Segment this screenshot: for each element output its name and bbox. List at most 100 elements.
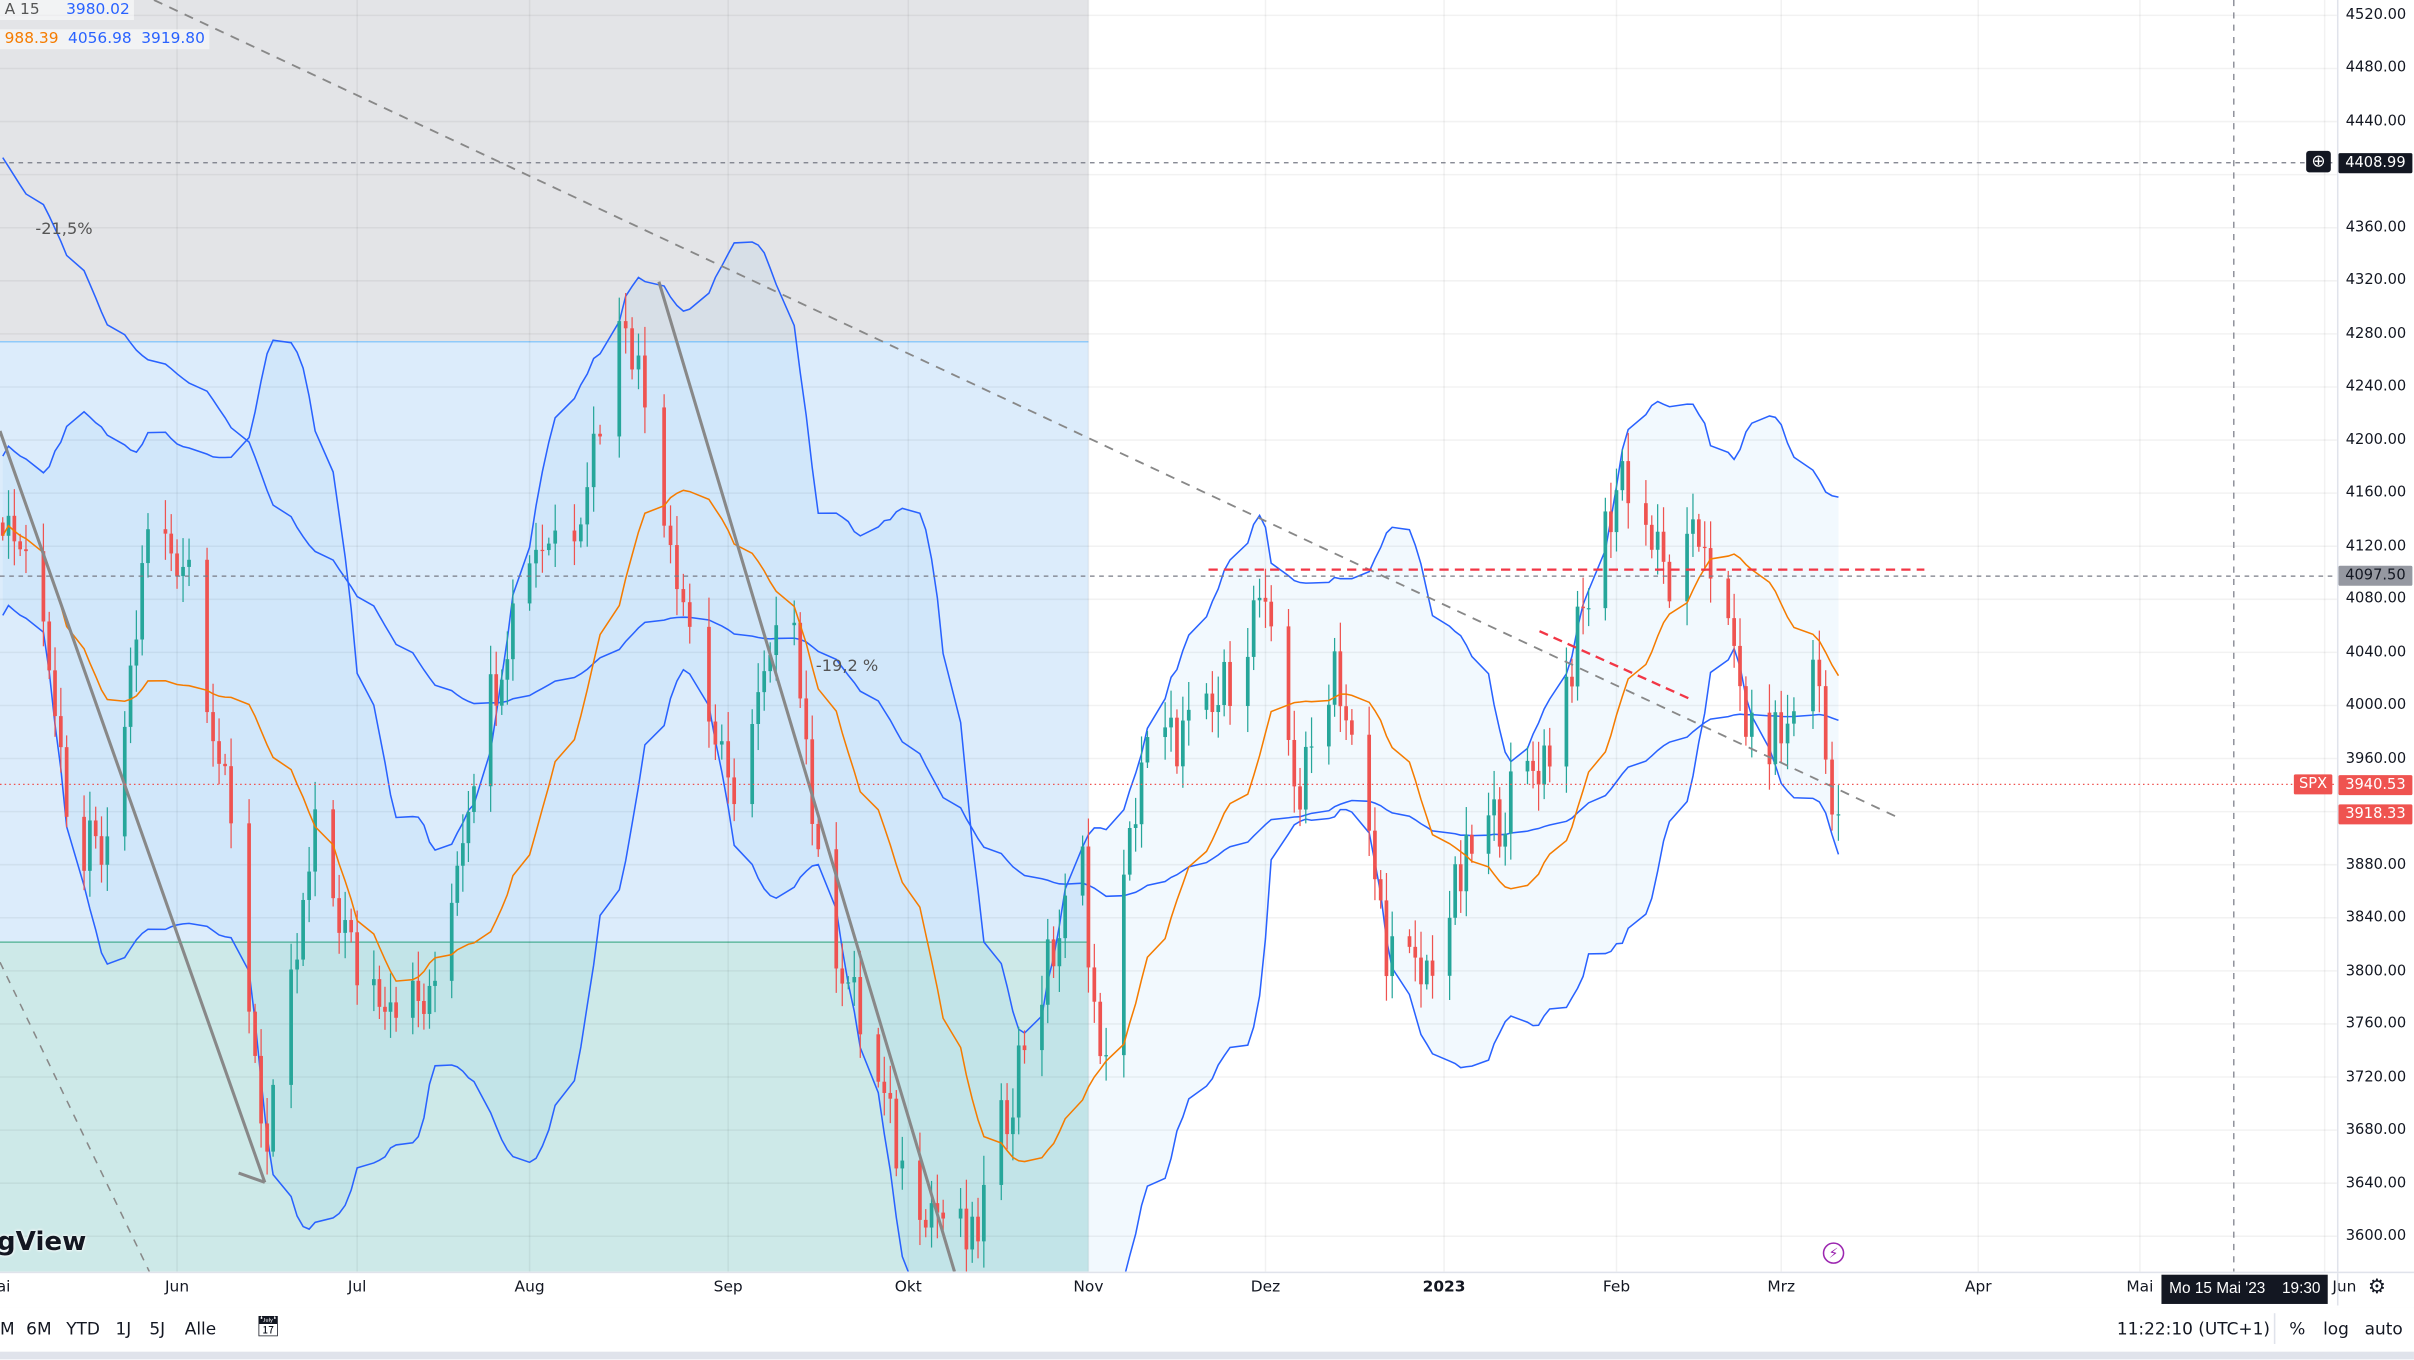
time-tick: Apr: [1964, 1279, 1992, 1297]
clock-timezone[interactable]: 11:22:10 (UTC+1): [2116, 1319, 2271, 1340]
candle-body: [578, 524, 583, 542]
candle-body: [900, 1160, 905, 1169]
candle-body: [1139, 762, 1144, 825]
candle-body: [804, 698, 809, 740]
candle-body: [546, 543, 551, 551]
annotation-drop-1[interactable]: -21,5%: [35, 220, 93, 239]
legend-row-1: A 15 3980.02: [0, 0, 135, 21]
candle-body: [416, 980, 421, 1001]
candle-body: [1508, 771, 1513, 834]
auto-toggle[interactable]: auto: [2364, 1319, 2403, 1340]
candle-body: [466, 811, 471, 844]
candle-body: [140, 563, 145, 640]
candle-body: [1011, 1117, 1015, 1135]
candle-body: [668, 525, 673, 546]
range-button-1j[interactable]: 1J: [115, 1319, 132, 1340]
candle-body: [643, 355, 647, 408]
candle-body: [181, 566, 185, 577]
candle-body: [852, 977, 857, 983]
candle-body: [1186, 709, 1191, 721]
candle-body: [427, 985, 432, 1014]
candle-body: [47, 621, 52, 671]
candle-body: [422, 1000, 426, 1014]
log-toggle[interactable]: log: [2323, 1319, 2349, 1340]
candle-body: [1216, 705, 1221, 713]
candle-body: [1525, 760, 1530, 772]
price-tick: 3880.00: [2345, 856, 2407, 874]
trendline-drop-1: [0, 430, 267, 1183]
price-tick: 3800.00: [2345, 962, 2407, 980]
candle-body: [598, 433, 602, 437]
candle-body: [1620, 461, 1625, 491]
range-button-5j[interactable]: 5J: [149, 1319, 166, 1340]
time-tick: Nov: [1073, 1279, 1104, 1297]
time-tick: Okt: [894, 1279, 922, 1297]
candle-body: [1338, 651, 1343, 707]
percent-toggle[interactable]: %: [2289, 1319, 2306, 1340]
candle-body: [713, 721, 718, 745]
price-tick: 4120.00: [2345, 537, 2407, 555]
candle-body: [1738, 645, 1742, 687]
time-tick: Mai: [0, 1279, 11, 1297]
tradingview-logo[interactable]: gView: [0, 1226, 87, 1258]
crosshair-plus-icon[interactable]: ⊕: [2306, 150, 2331, 173]
candle-body: [205, 559, 209, 713]
candle-body: [1823, 686, 1828, 760]
bollinger-upper-band: [2, 241, 1839, 1034]
candle-body: [1292, 739, 1297, 787]
price-tick: 4280.00: [2345, 325, 2407, 343]
candle-body: [1384, 900, 1389, 977]
trendline-dashed: [0, 961, 151, 1272]
candle-body: [1702, 546, 1707, 549]
chart-plot-area[interactable]: A 15 3980.02 988.39 4056.98 3919.80 -21,…: [0, 0, 2337, 1272]
candle-body: [1430, 960, 1435, 976]
price-tick: 3600.00: [2345, 1227, 2407, 1245]
candle-body: [105, 836, 110, 865]
moving-average-line: [2, 489, 1840, 1163]
range-button-alle[interactable]: Alle: [184, 1319, 217, 1340]
candle-body: [355, 932, 360, 986]
price-tick: 3720.00: [2345, 1068, 2407, 1086]
candle-body: [295, 959, 299, 970]
candle-body: [591, 433, 596, 488]
range-button[interactable]: M: [0, 1319, 15, 1340]
time-tick: Mai: [2126, 1279, 2154, 1297]
candle-body: [882, 1081, 887, 1093]
candle-body: [1614, 490, 1619, 533]
candle-body: [1575, 606, 1580, 687]
candle-body: [223, 763, 227, 767]
candle-body: [572, 530, 577, 542]
candle-body: [211, 712, 215, 742]
candle-body: [1667, 561, 1672, 602]
settings-gear-icon[interactable]: ⚙: [2336, 1273, 2414, 1306]
calendar-range-icon[interactable]: 📅︎: [255, 1316, 281, 1340]
trendline-drop-2: [657, 281, 956, 1272]
candle-body: [1547, 745, 1552, 767]
candle-body: [1685, 533, 1689, 602]
long-moving-average: [2, 157, 1839, 898]
price-tick: 3960.00: [2345, 750, 2407, 768]
price-tick: 4200.00: [2345, 431, 2407, 449]
time-axis[interactable]: Jun Mai Apr Mrz Feb 2023 Dez Nov Okt Sep Aug Jul Jun…: [0, 1271, 2414, 1309]
annotation-drop-2[interactable]: -19,2 %: [815, 657, 879, 676]
candle-body: [1092, 967, 1097, 1002]
candle-body: [307, 871, 311, 900]
range-button-6m[interactable]: 6M: [26, 1319, 52, 1340]
candle-body: [540, 549, 545, 552]
candle-body: [472, 786, 476, 812]
candle-body: [617, 321, 622, 437]
legend-ma-value: 988.39: [4, 30, 59, 48]
candle-body: [707, 626, 711, 722]
zone-gray: [0, 0, 1089, 342]
price-axis[interactable]: 4520.00 4480.00 4440.00 4360.00 4320.00 4280.…: [2336, 0, 2414, 1272]
candle-body: [1691, 519, 1695, 534]
toolbar-divider: [2273, 1313, 2276, 1344]
candle-body: [146, 529, 150, 564]
candle-body: [1708, 548, 1713, 579]
candle-body: [1407, 936, 1412, 947]
candle-body: [1045, 939, 1050, 1005]
range-button-ytd[interactable]: YTD: [66, 1319, 100, 1340]
lightning-event-icon[interactable]: ⚡: [1822, 1242, 1845, 1264]
legend-upper-band: 4056.98: [68, 30, 132, 48]
candle-body: [1344, 706, 1348, 721]
